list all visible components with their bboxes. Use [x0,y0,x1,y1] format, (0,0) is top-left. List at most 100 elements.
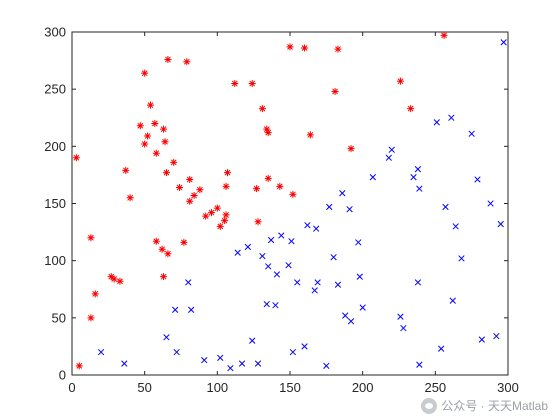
data-point [172,306,179,313]
data-point [217,354,224,362]
data-point [75,362,83,370]
data-point [141,140,149,148]
data-point [414,166,422,173]
data-point [304,222,311,229]
data-point [326,203,333,211]
y-tick-label: 150 [44,196,66,211]
data-point [72,154,80,162]
data-point [356,273,363,280]
data-point [440,31,448,39]
data-point [285,262,292,269]
data-point [397,313,404,320]
data-point [342,312,349,319]
data-point [249,337,256,344]
data-point [176,183,184,191]
data-point [87,314,95,322]
data-point [107,273,115,281]
data-point [273,271,281,278]
data-point [227,364,234,372]
data-point [151,119,159,127]
data-point [388,146,395,153]
data-point [331,87,339,95]
data-point [400,324,407,332]
x-tick-label: 250 [424,380,446,395]
data-point [87,234,95,242]
data-point [276,182,284,190]
data-point [267,236,275,244]
data-point [173,348,180,356]
data-point [221,217,229,225]
data-point [254,360,262,367]
data-point [289,190,297,198]
x-tick-label: 300 [497,380,519,395]
y-tick-label: 50 [52,310,66,325]
data-point [294,279,301,286]
data-point [334,45,342,53]
data-point [208,209,216,217]
data-point [355,239,362,246]
data-point [289,348,297,356]
data-point [259,252,266,260]
data-point [164,250,172,258]
data-point [433,119,440,126]
data-point [493,332,500,340]
x-tick-label: 50 [137,380,151,395]
data-point [126,194,134,202]
data-point [190,191,198,199]
data-point [158,245,166,253]
data-point [474,176,481,183]
plot-area [71,31,509,376]
data-point [253,185,261,193]
data-point [216,222,224,230]
data-point [91,290,99,298]
y-tick-label: 100 [44,253,66,268]
data-point [278,232,285,239]
data-point [122,166,130,174]
data-point [478,336,485,343]
data-point [201,356,208,364]
data-point [238,360,246,367]
series-red-asterisk [72,31,448,370]
x-axis-ticks: 0 50 100 150 200 250 300 [68,32,519,395]
data-point [160,273,168,281]
data-point [116,277,124,285]
data-point [497,220,504,228]
data-point [414,279,422,286]
data-point [186,175,194,183]
data-point [347,145,355,153]
x-tick-label: 150 [279,380,301,395]
x-tick-label: 100 [206,380,228,395]
x-tick-label: 200 [352,380,374,395]
data-point [202,212,210,220]
data-point [152,237,160,245]
data-point [458,255,465,262]
data-point [161,138,169,146]
data-point [468,130,475,137]
data-point [136,122,144,130]
data-point [160,125,168,133]
data-point [146,101,154,109]
watermark-text: 公众号 · 天天Matlab [441,399,548,413]
data-point [449,297,456,304]
data-point [222,211,230,219]
data-point [442,203,449,211]
data-point [369,174,376,181]
data-point [263,300,270,308]
data-point [323,362,330,370]
data-point [263,125,271,133]
data-point [301,343,308,350]
y-axis-ticks: 0 50 100 150 200 250 300 [44,25,508,383]
data-point [407,105,415,113]
series-blue-x [97,39,507,372]
data-point [121,360,128,367]
data-point [416,361,423,368]
data-point [286,43,294,51]
data-point [213,204,221,212]
data-point [416,185,423,192]
data-point [224,169,232,177]
data-point [163,334,170,341]
data-point [180,238,188,246]
x-tick-label: 0 [68,380,75,395]
data-point [359,304,366,311]
data-point [288,238,295,245]
